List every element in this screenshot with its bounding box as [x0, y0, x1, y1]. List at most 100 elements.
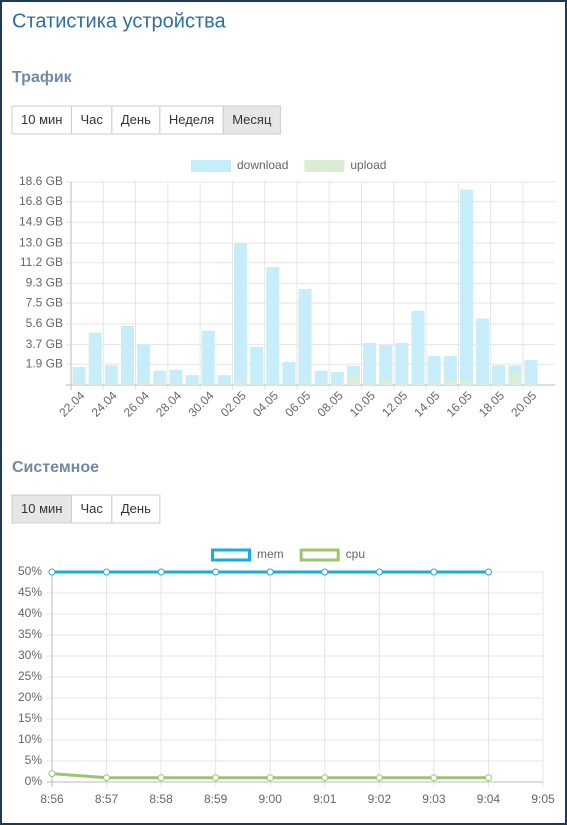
- point: [430, 774, 438, 782]
- point: [375, 568, 383, 576]
- bar: [492, 382, 506, 385]
- y-tick-label: 5.6 GB: [26, 316, 63, 330]
- x-tick-label: 02.05: [218, 388, 249, 419]
- bar: [395, 382, 409, 385]
- legend-swatch: [299, 548, 340, 562]
- tab-button-label[interactable]: 10 мин: [21, 112, 62, 127]
- y-tick-label: 9.3 GB: [26, 276, 63, 290]
- point: [321, 568, 329, 576]
- x-tick-label: 12.05: [379, 388, 410, 419]
- tab-button-label[interactable]: 10 мин: [21, 501, 62, 516]
- bar: [314, 383, 328, 385]
- tab-button[interactable]: [70, 105, 113, 135]
- bar: [72, 383, 86, 385]
- tab-button[interactable]: [222, 105, 281, 135]
- y-tick-label: 5%: [25, 753, 43, 767]
- x-tick-label: 14.05: [411, 388, 442, 419]
- bar: [459, 380, 473, 385]
- x-tick-label: 04.05: [250, 388, 281, 419]
- bar: [330, 383, 344, 385]
- y-tick-label: 16.8 GB: [19, 194, 63, 208]
- bar: [72, 366, 86, 385]
- point: [212, 568, 220, 576]
- x-tick-label: 8:57: [95, 792, 119, 806]
- bar: [201, 330, 215, 385]
- x-tick-label: 16.05: [444, 388, 475, 419]
- bar: [266, 382, 280, 385]
- x-tick-label: 24.04: [89, 388, 120, 419]
- point: [157, 568, 165, 576]
- bar: [427, 356, 441, 385]
- bar: [201, 382, 215, 385]
- y-tick-label: 18.6 GB: [19, 174, 63, 188]
- bar: [330, 371, 344, 385]
- y-tick-label: 20%: [18, 690, 42, 704]
- x-tick-label: 9:01: [313, 792, 337, 806]
- tab-button[interactable]: [111, 494, 161, 524]
- y-tick-label: 13.0 GB: [19, 235, 63, 249]
- y-tick-label: 1.9 GB: [26, 356, 63, 370]
- bar: [524, 359, 538, 385]
- point: [321, 774, 329, 782]
- legend-swatch: [191, 160, 231, 172]
- tab-button[interactable]: [11, 494, 72, 524]
- tab-button-label[interactable]: День: [121, 501, 151, 516]
- x-tick-label: 9:00: [259, 792, 283, 806]
- x-tick-label: 22.04: [56, 388, 87, 419]
- bar: [137, 344, 151, 385]
- y-tick-label: 7.5 GB: [26, 295, 63, 309]
- x-tick-label: 8:56: [40, 792, 64, 806]
- tab-button-label[interactable]: Час: [80, 501, 103, 516]
- x-tick-label: 8:59: [204, 792, 228, 806]
- bar: [363, 382, 377, 385]
- tab-button-label[interactable]: Неделя: [169, 112, 214, 127]
- bar: [153, 380, 167, 385]
- bar: [250, 346, 264, 385]
- bar: [443, 356, 457, 385]
- y-tick-label: 10%: [18, 732, 42, 746]
- bar: [459, 189, 473, 385]
- y-tick-label: 35%: [18, 627, 42, 641]
- x-tick-label: 8:58: [149, 792, 173, 806]
- x-tick-label: 18.05: [476, 388, 507, 419]
- point: [375, 774, 383, 782]
- y-tick-label: 25%: [18, 669, 42, 683]
- x-tick-label: 30.04: [185, 388, 216, 419]
- bar: [314, 370, 328, 385]
- tab-button[interactable]: [111, 105, 161, 135]
- x-tick-label: 28.04: [153, 388, 184, 419]
- bar: [217, 375, 231, 385]
- bar: [363, 342, 377, 385]
- point: [266, 774, 274, 782]
- bar: [233, 381, 247, 385]
- tab-button[interactable]: [70, 494, 113, 524]
- x-tick-label: 26.04: [121, 388, 152, 419]
- legend-swatch: [304, 160, 345, 172]
- point: [430, 568, 438, 576]
- tab-button-label[interactable]: Месяц: [232, 112, 272, 127]
- y-tick-label: 40%: [18, 606, 42, 620]
- legend-label: upload: [350, 158, 386, 172]
- x-tick-label: 9:05: [531, 792, 555, 806]
- section-title: Трафик: [12, 69, 73, 86]
- bar: [379, 379, 393, 385]
- bar: [120, 326, 134, 385]
- point: [103, 568, 111, 576]
- bar: [233, 243, 247, 385]
- tab-button[interactable]: [11, 105, 72, 135]
- bar: [250, 382, 264, 385]
- point: [157, 774, 165, 782]
- legend-label: download: [237, 158, 288, 172]
- bar: [427, 382, 441, 385]
- bar: [137, 381, 151, 385]
- tab-button-label[interactable]: День: [121, 112, 151, 127]
- bar: [346, 375, 360, 385]
- bar: [120, 382, 134, 385]
- bar: [508, 371, 522, 385]
- bar: [185, 383, 199, 385]
- tab-button-label[interactable]: Час: [80, 112, 103, 127]
- bar: [185, 375, 199, 385]
- y-tick-label: 15%: [18, 711, 42, 725]
